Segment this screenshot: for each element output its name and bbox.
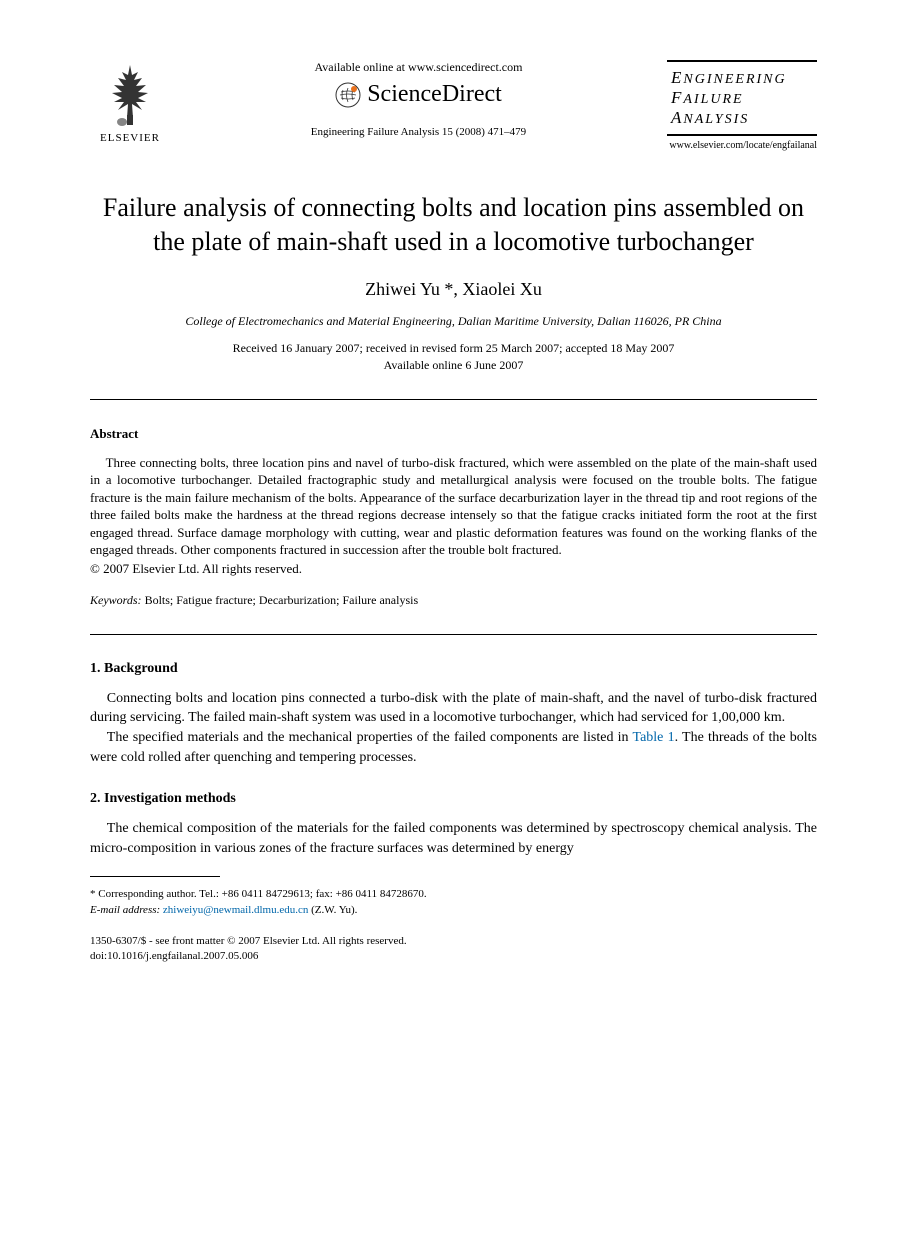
dates-received: Received 16 January 2007; received in re… <box>90 341 817 356</box>
corresponding-author: * Corresponding author. Tel.: +86 0411 8… <box>90 887 817 902</box>
affiliation: College of Electromechanics and Material… <box>90 314 817 329</box>
front-matter: 1350-6307/$ - see front matter © 2007 El… <box>90 934 817 948</box>
journal-title-box: ENGINEERING FAILURE ANALYSIS <box>667 60 817 136</box>
doi: doi:10.1016/j.engfailanal.2007.05.006 <box>90 949 817 963</box>
section-background-heading: 1. Background <box>90 661 817 677</box>
footnote-block: * Corresponding author. Tel.: +86 0411 8… <box>90 887 817 918</box>
divider-2 <box>90 634 817 635</box>
journal-line-2: FAILURE <box>671 88 813 108</box>
keywords-text: Bolts; Fatigue fracture; Decarburization… <box>142 593 419 607</box>
section-methods-heading: 2. Investigation methods <box>90 791 817 807</box>
abstract-body: Three connecting bolts, three location p… <box>90 454 817 559</box>
journal-line-3: ANALYSIS <box>671 108 813 128</box>
journal-url[interactable]: www.elsevier.com/locate/engfailanal <box>667 140 817 151</box>
email-line: E-mail address: zhiweiyu@newmail.dlmu.ed… <box>90 903 817 918</box>
sciencedirect-text: ScienceDirect <box>367 81 502 108</box>
divider-1 <box>90 399 817 400</box>
authors: Zhiwei Yu *, Xiaolei Xu <box>90 279 817 300</box>
abstract-heading: Abstract <box>90 426 817 442</box>
email-label: E-mail address: <box>90 904 160 916</box>
email-suffix: (Z.W. Yu). <box>308 904 357 916</box>
table-1-link[interactable]: Table 1 <box>633 730 675 745</box>
citation-text: Engineering Failure Analysis 15 (2008) 4… <box>311 126 526 138</box>
journal-line-1: ENGINEERING <box>671 68 813 88</box>
dates-available: Available online 6 June 2007 <box>90 358 817 373</box>
header-center: Available online at www.sciencedirect.co… <box>170 60 667 138</box>
methods-para-1: The chemical composition of the material… <box>90 819 817 858</box>
keywords-label: Keywords: <box>90 593 142 607</box>
abstract-copyright: © 2007 Elsevier Ltd. All rights reserved… <box>90 561 817 577</box>
bg-p2-pre: The specified materials and the mechanic… <box>107 730 633 745</box>
footer-block: 1350-6307/$ - see front matter © 2007 El… <box>90 934 817 963</box>
background-para-2: The specified materials and the mechanic… <box>90 728 817 767</box>
journal-block: ENGINEERING FAILURE ANALYSIS www.elsevie… <box>667 60 817 151</box>
elsevier-label: ELSEVIER <box>100 132 160 144</box>
available-online-text: Available online at www.sciencedirect.co… <box>315 60 523 75</box>
sciencedirect-icon <box>335 82 361 108</box>
elsevier-tree-icon <box>100 60 160 130</box>
elsevier-logo-block: ELSEVIER <box>90 60 170 144</box>
background-para-1: Connecting bolts and location pins conne… <box>90 689 817 728</box>
sciencedirect-logo: ScienceDirect <box>335 81 502 108</box>
email-address[interactable]: zhiweiyu@newmail.dlmu.edu.cn <box>163 904 308 916</box>
keywords: Keywords: Bolts; Fatigue fracture; Decar… <box>90 593 817 608</box>
footnote-divider <box>90 876 220 877</box>
paper-title: Failure analysis of connecting bolts and… <box>90 191 817 259</box>
header-row: ELSEVIER Available online at www.science… <box>90 60 817 151</box>
